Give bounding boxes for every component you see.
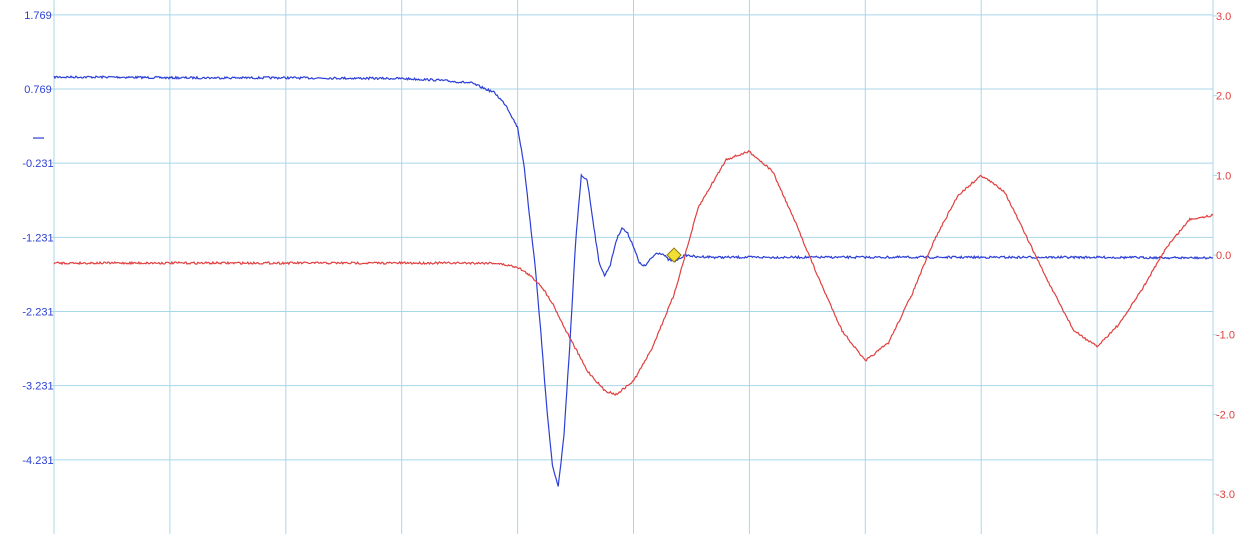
right-tick-label: 2.0 [1216, 91, 1231, 103]
left-tick-label: 1.769 [24, 10, 52, 22]
right-axis-ticks: 3.0 2.0 1.0 0.0 -1.0 -2.0 -3.0 [1213, 11, 1235, 501]
trigger-marker[interactable] [666, 247, 682, 263]
blue-trace [53, 75, 1214, 487]
red-trace [53, 150, 1214, 396]
chart-grid [53, 0, 1214, 534]
chart-markers[interactable] [666, 247, 682, 263]
left-tick-label: -2.231 [22, 307, 53, 319]
left-tick-label: 0.769 [24, 84, 52, 96]
left-tick-label: -0.231 [22, 158, 53, 170]
left-tick-label: -3.231 [22, 381, 53, 393]
right-tick-label: -1.0 [1216, 330, 1235, 342]
right-tick-label: 1.0 [1216, 170, 1231, 182]
right-tick-label: -3.0 [1216, 489, 1235, 501]
chart-traces [53, 75, 1214, 487]
left-tick-label: -4.231 [22, 455, 53, 467]
left-axis-ticks: 1.769 0.769 -0.231 -1.231 -2.231 -3.231 -4.231 [22, 10, 54, 467]
right-tick-label: 3.0 [1216, 11, 1231, 23]
right-tick-label: -2.0 [1216, 409, 1235, 421]
left-tick-label: -1.231 [22, 232, 53, 244]
right-tick-label: 0.0 [1216, 250, 1231, 262]
